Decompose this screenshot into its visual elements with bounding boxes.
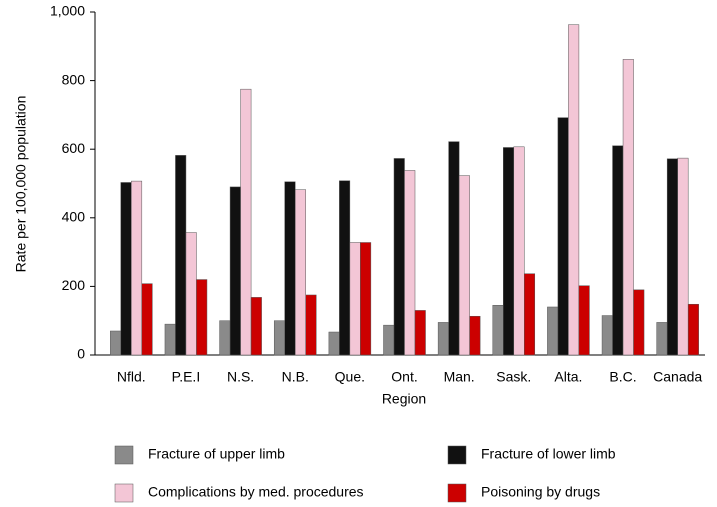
x-tick-label: B.C. — [609, 369, 636, 385]
bar — [677, 157, 689, 356]
legend-label: Fracture of lower limb — [481, 446, 616, 462]
bar — [404, 170, 416, 356]
y-tick-label: 1,000 — [50, 3, 85, 19]
legend-label: Poisoning by drugs — [481, 484, 600, 500]
bar — [164, 323, 176, 356]
y-axis-label: Rate per 100,000 population — [13, 96, 29, 273]
bar — [131, 180, 143, 356]
y-tick-label: 400 — [62, 209, 86, 225]
legend-swatch — [447, 445, 467, 465]
bar — [305, 294, 317, 356]
x-tick-label: Man. — [444, 369, 475, 385]
bar — [196, 279, 208, 356]
bar — [393, 158, 405, 356]
bar — [219, 320, 231, 356]
bar — [469, 315, 481, 356]
y-tick-label: 0 — [77, 346, 85, 362]
bar — [120, 182, 132, 356]
bar — [687, 303, 699, 356]
bar — [503, 147, 515, 356]
bar — [633, 289, 645, 356]
bar — [185, 232, 197, 356]
bar — [240, 88, 252, 356]
bar — [612, 145, 624, 356]
bar — [437, 322, 449, 356]
x-tick-label: N.S. — [227, 369, 254, 385]
bar — [273, 320, 285, 356]
bar — [524, 273, 536, 356]
x-tick-label: Canada — [653, 369, 702, 385]
x-tick-label: P.E.I — [172, 369, 201, 385]
x-tick-label: Ont. — [391, 369, 417, 385]
y-tick-label: 800 — [62, 71, 86, 87]
bar — [666, 158, 678, 356]
bar — [141, 283, 153, 356]
bar — [601, 315, 613, 356]
x-tick-label: N.B. — [282, 369, 309, 385]
bar — [383, 324, 395, 356]
legend-swatch — [114, 445, 134, 465]
legend-swatch — [114, 483, 134, 503]
bar — [448, 141, 460, 356]
bar — [458, 175, 470, 356]
bar — [578, 285, 590, 356]
bar — [175, 155, 187, 356]
bar — [492, 305, 504, 356]
bar — [349, 242, 361, 356]
x-tick-label: Alta. — [554, 369, 582, 385]
legend-label: Complications by med. procedures — [148, 484, 364, 500]
bar — [250, 297, 262, 356]
x-tick-label: Sask. — [496, 369, 531, 385]
legend-swatch — [447, 483, 467, 503]
bar — [557, 117, 569, 356]
bar — [513, 146, 525, 356]
y-tick-label: 600 — [62, 140, 86, 156]
bar — [414, 310, 426, 356]
x-axis-label: Region — [382, 391, 426, 407]
legend-label: Fracture of upper limb — [148, 446, 285, 462]
x-tick-label: Nfld. — [117, 369, 146, 385]
bar — [547, 306, 559, 356]
bar — [568, 24, 580, 356]
bar — [339, 180, 351, 356]
bar — [360, 242, 372, 356]
bar — [622, 59, 634, 356]
bar — [656, 322, 668, 356]
y-tick-label: 200 — [62, 277, 86, 293]
bar — [284, 181, 296, 356]
bar — [294, 189, 306, 356]
bar — [328, 331, 340, 356]
x-tick-label: Que. — [335, 369, 365, 385]
bar — [229, 186, 241, 356]
bar — [110, 330, 122, 356]
